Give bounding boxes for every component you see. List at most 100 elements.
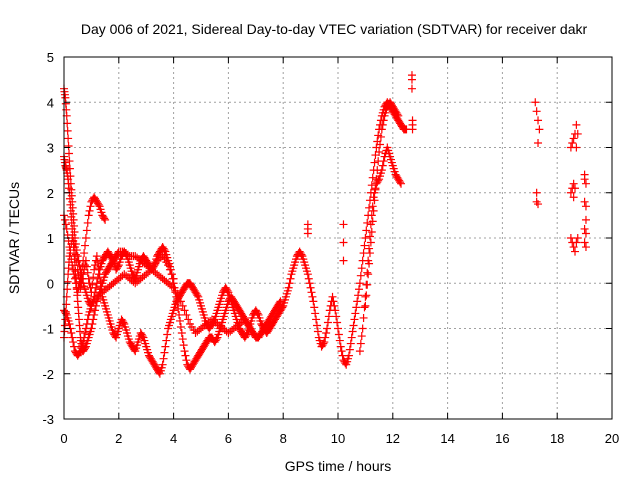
data-point	[334, 330, 343, 339]
data-point	[356, 339, 365, 348]
data-point	[119, 318, 128, 327]
data-point	[365, 259, 374, 268]
data-point	[334, 324, 342, 333]
data-point	[321, 333, 330, 342]
data-point	[173, 298, 182, 307]
data-point	[534, 138, 543, 147]
data-point	[63, 119, 72, 128]
data-point	[379, 116, 388, 125]
data-point	[242, 330, 251, 339]
data-point	[101, 215, 110, 224]
data-point	[65, 149, 74, 158]
y-tick-label: 0	[47, 276, 54, 291]
series-track	[60, 193, 110, 297]
data-point	[336, 342, 345, 351]
data-point	[365, 232, 374, 241]
data-point	[81, 329, 90, 338]
data-point	[581, 215, 590, 224]
data-point	[71, 250, 80, 259]
data-point	[324, 312, 333, 321]
data-point	[193, 291, 202, 300]
data-point	[174, 304, 183, 313]
data-point	[65, 319, 74, 328]
data-point	[94, 200, 103, 209]
data-point	[366, 238, 375, 247]
data-point	[286, 274, 295, 283]
data-point	[312, 315, 321, 324]
data-points	[60, 71, 590, 378]
data-point	[162, 336, 171, 345]
data-point	[111, 332, 120, 341]
data-point	[175, 310, 184, 319]
data-point	[175, 316, 184, 325]
data-point	[240, 315, 249, 324]
data-point	[572, 143, 581, 152]
x-tick-label: 0	[60, 431, 67, 446]
data-point	[353, 297, 362, 306]
data-point	[80, 333, 89, 342]
x-tick-label: 2	[115, 431, 122, 446]
data-point	[581, 229, 590, 238]
data-point	[393, 110, 402, 119]
data-point	[355, 279, 364, 288]
data-point	[368, 202, 377, 211]
data-point	[164, 261, 173, 270]
data-point	[303, 229, 312, 238]
data-point	[92, 252, 101, 261]
data-point	[320, 338, 329, 347]
data-point	[67, 255, 76, 264]
data-point	[68, 333, 77, 342]
data-point	[100, 214, 109, 223]
series-track	[60, 84, 285, 374]
data-point	[89, 273, 98, 282]
data-point	[182, 356, 191, 365]
data-point	[64, 134, 73, 143]
data-point	[275, 298, 284, 307]
data-point	[580, 224, 589, 233]
data-point	[64, 141, 73, 150]
data-point	[161, 342, 170, 351]
data-point	[581, 202, 590, 211]
data-point	[130, 345, 139, 354]
data-point	[313, 327, 322, 336]
data-point	[63, 126, 72, 135]
x-tick-label: 16	[495, 431, 509, 446]
x-tick-label: 4	[170, 431, 177, 446]
data-point	[355, 285, 364, 294]
data-point	[323, 318, 332, 327]
data-point	[371, 185, 380, 194]
data-point	[378, 161, 387, 170]
data-point	[351, 309, 360, 318]
data-point	[535, 125, 544, 134]
data-point	[580, 197, 589, 206]
data-point	[357, 264, 366, 273]
data-point	[370, 196, 379, 205]
data-point	[323, 324, 332, 333]
data-point	[165, 265, 174, 274]
data-point	[580, 175, 589, 184]
data-point	[167, 282, 176, 291]
data-point	[376, 132, 385, 141]
data-point	[60, 215, 69, 224]
data-point	[70, 270, 79, 279]
data-point	[77, 268, 86, 277]
data-point	[176, 322, 185, 331]
y-tick-label: 2	[47, 186, 54, 201]
data-point	[396, 178, 405, 187]
data-point	[531, 98, 540, 107]
data-point	[363, 280, 372, 289]
data-point	[81, 234, 90, 242]
x-tick-label: 12	[386, 431, 400, 446]
data-point	[333, 318, 342, 327]
data-point	[341, 359, 350, 368]
data-point	[159, 354, 168, 363]
data-point	[569, 179, 578, 188]
data-point	[86, 202, 95, 211]
data-point	[78, 262, 87, 271]
data-point	[70, 342, 79, 351]
data-point	[285, 279, 294, 288]
data-point	[569, 134, 578, 143]
data-point	[532, 188, 541, 197]
y-tick-label: -1	[42, 322, 54, 337]
